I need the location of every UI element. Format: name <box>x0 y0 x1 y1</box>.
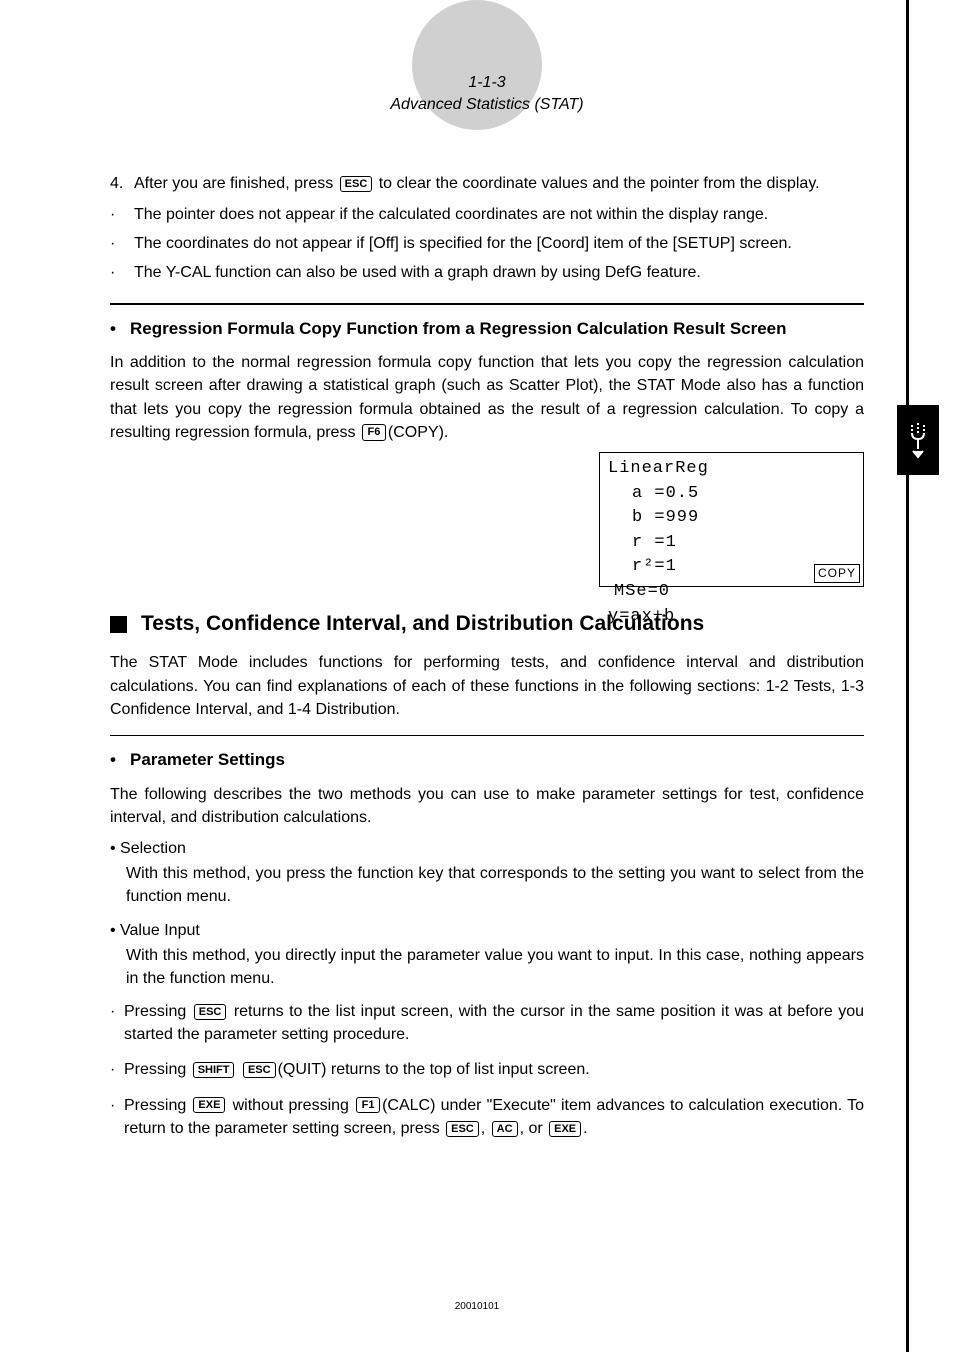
calc-line: LinearReg <box>608 457 855 482</box>
page-ref: 1-1-3 <box>468 74 505 91</box>
selection-head: • Selection <box>110 837 864 860</box>
calc-line: MSe=0 <box>608 580 855 605</box>
bullet-text: The coordinates do not appear if [Off] i… <box>134 232 864 255</box>
page-title: Advanced Statistics (STAT) <box>390 96 583 113</box>
regression-para: In addition to the normal regression for… <box>110 351 864 444</box>
bullet-2: · The coordinates do not appear if [Off]… <box>110 232 864 255</box>
value-input-body: With this method, you directly input the… <box>110 944 864 990</box>
dash-body: Pressing EXE without pressing F1(CALC) u… <box>124 1094 864 1140</box>
param-heading: • Parameter Settings <box>110 748 864 773</box>
step-body: After you are finished, press ESC to cle… <box>134 172 864 195</box>
value-input-block: • Value Input With this method, you dire… <box>110 919 864 991</box>
calc-line: a =0.5 <box>608 482 855 507</box>
heading-text: Regression Formula Copy Function from a … <box>130 317 787 342</box>
value-input-head: • Value Input <box>110 919 864 942</box>
dash-2: · Pressing SHIFT ESC(QUIT) returns to th… <box>110 1058 864 1081</box>
exe-key: EXE <box>549 1121 581 1137</box>
bullet-mark: · <box>110 203 134 226</box>
dash-3: · Pressing EXE without pressing F1(CALC)… <box>110 1094 864 1140</box>
step-number: 4. <box>110 172 134 195</box>
step-4: 4. After you are finished, press ESC to … <box>110 172 864 195</box>
calc-line: b =999 <box>608 506 855 531</box>
page-header: 1-1-3 Advanced Statistics (STAT) <box>110 30 864 117</box>
selection-body: With this method, you press the function… <box>110 862 864 908</box>
heading-bullet: • <box>110 317 130 342</box>
esc-key: ESC <box>194 1004 227 1020</box>
heading-bullet: • <box>110 748 130 773</box>
shift-key: SHIFT <box>193 1062 235 1078</box>
esc-key: ESC <box>340 176 373 192</box>
bullet-mark: · <box>110 261 134 284</box>
bullet-1: · The pointer does not appear if the cal… <box>110 203 864 226</box>
d3-sep2: , or <box>520 1120 548 1137</box>
reg-para-pre: In addition to the normal regression for… <box>110 354 864 441</box>
section-square-icon <box>110 616 127 633</box>
d1-pre: Pressing <box>124 1003 192 1020</box>
bullet-text: The Y-CAL function can also be used with… <box>134 261 864 284</box>
calculator-screen: LinearReg a =0.5 b =999 r =1 r²=1 MSe=0 … <box>599 452 864 587</box>
d3-end: . <box>583 1120 587 1137</box>
d3-sep1: , <box>481 1120 490 1137</box>
bullet-text: The pointer does not appear if the calcu… <box>134 203 864 226</box>
dash-body: Pressing ESC returns to the list input s… <box>124 1000 864 1046</box>
ac-key: AC <box>492 1121 518 1137</box>
footer: 20010101 <box>0 1301 954 1312</box>
dash-mark: · <box>110 1094 124 1140</box>
divider <box>110 735 864 736</box>
step4-post: to clear the coordinate values and the p… <box>374 175 819 192</box>
tests-para: The STAT Mode includes functions for per… <box>110 651 864 721</box>
dash-mark: · <box>110 1058 124 1081</box>
d3-pre: Pressing <box>124 1097 191 1114</box>
param-intro: The following describes the two methods … <box>110 783 864 829</box>
f6-key: F6 <box>362 424 386 440</box>
f1-key: F1 <box>356 1097 380 1113</box>
dash-mark: · <box>110 1000 124 1046</box>
esc-key: ESC <box>243 1062 276 1078</box>
divider <box>110 303 864 305</box>
dash-body: Pressing SHIFT ESC(QUIT) returns to the … <box>124 1058 864 1081</box>
esc-key: ESC <box>446 1121 479 1137</box>
selection-block: • Selection With this method, you press … <box>110 837 864 909</box>
page-content: 1-1-3 Advanced Statistics (STAT) 4. Afte… <box>0 0 954 1182</box>
d1-post: returns to the list input screen, with t… <box>124 1003 864 1043</box>
d3-mid1: without pressing <box>227 1097 354 1114</box>
copy-button[interactable]: COPY <box>814 564 860 583</box>
heading-text: Parameter Settings <box>130 748 285 773</box>
d2-pre: Pressing <box>124 1061 191 1078</box>
exe-key: EXE <box>193 1097 225 1113</box>
reg-para-post: (COPY). <box>388 424 448 441</box>
step4-pre: After you are finished, press <box>134 175 338 192</box>
calc-line: y=ax+b <box>608 605 855 630</box>
dash-1: · Pressing ESC returns to the list input… <box>110 1000 864 1046</box>
bullet-mark: · <box>110 232 134 255</box>
regression-heading: • Regression Formula Copy Function from … <box>110 317 864 342</box>
bullet-3: · The Y-CAL function can also be used wi… <box>110 261 864 284</box>
calc-line: r =1 <box>608 531 855 556</box>
d2-post: (QUIT) returns to the top of list input … <box>278 1061 590 1078</box>
